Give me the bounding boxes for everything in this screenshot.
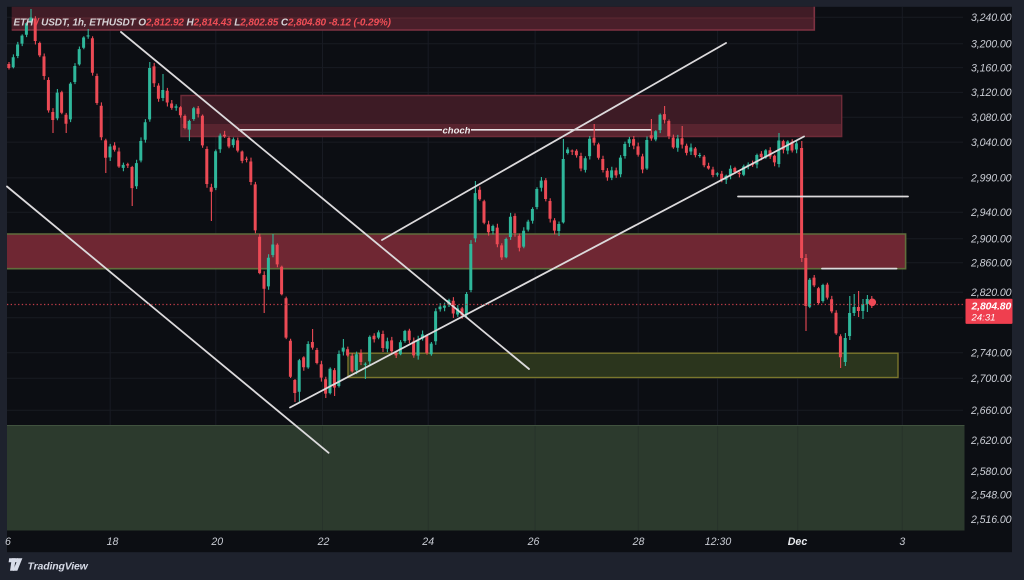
svg-text:2,940.00: 2,940.00 <box>970 207 1012 219</box>
svg-text:3,120.00: 3,120.00 <box>971 87 1012 99</box>
svg-text:2,660.00: 2,660.00 <box>970 405 1012 417</box>
svg-text:2,740.00: 2,740.00 <box>970 348 1012 360</box>
svg-text:18: 18 <box>107 536 119 548</box>
svg-text:choch: choch <box>443 126 471 137</box>
svg-text:2,700.00: 2,700.00 <box>970 373 1012 385</box>
svg-text:2,860.00: 2,860.00 <box>970 258 1012 270</box>
svg-text:Dec: Dec <box>788 536 808 548</box>
svg-text:2,804.80: 2,804.80 <box>971 302 1012 313</box>
svg-text:2,516.00: 2,516.00 <box>970 514 1012 526</box>
svg-text:22: 22 <box>317 536 330 548</box>
svg-text:28: 28 <box>632 536 645 548</box>
svg-text:3,240.00: 3,240.00 <box>971 12 1012 24</box>
svg-text:3,040.00: 3,040.00 <box>971 137 1012 149</box>
svg-text:20: 20 <box>210 536 223 548</box>
svg-text:24:31: 24:31 <box>971 313 996 324</box>
svg-text:6: 6 <box>5 536 11 548</box>
svg-text:2,820.00: 2,820.00 <box>970 287 1012 299</box>
svg-text:3,080.00: 3,080.00 <box>971 112 1012 124</box>
svg-text:2,580.00: 2,580.00 <box>970 466 1012 478</box>
svg-text:24: 24 <box>421 536 434 548</box>
svg-text:2,900.00: 2,900.00 <box>970 234 1012 246</box>
svg-text:2,620.00: 2,620.00 <box>970 435 1012 447</box>
svg-text:26: 26 <box>527 536 540 548</box>
svg-text:3,200.00: 3,200.00 <box>971 39 1012 51</box>
svg-text:12:30: 12:30 <box>705 536 732 548</box>
svg-text:2,548.00: 2,548.00 <box>970 489 1012 501</box>
svg-text:TradingView: TradingView <box>28 560 89 572</box>
svg-text:ETH / USDT, 1h, ETHUSDT O2,81: ETH / USDT, 1h, ETHUSDT O2,812.92 H2,814… <box>14 18 392 29</box>
svg-text:3,160.00: 3,160.00 <box>971 62 1012 74</box>
svg-text:3: 3 <box>899 536 905 548</box>
svg-text:2,990.00: 2,990.00 <box>970 173 1012 185</box>
